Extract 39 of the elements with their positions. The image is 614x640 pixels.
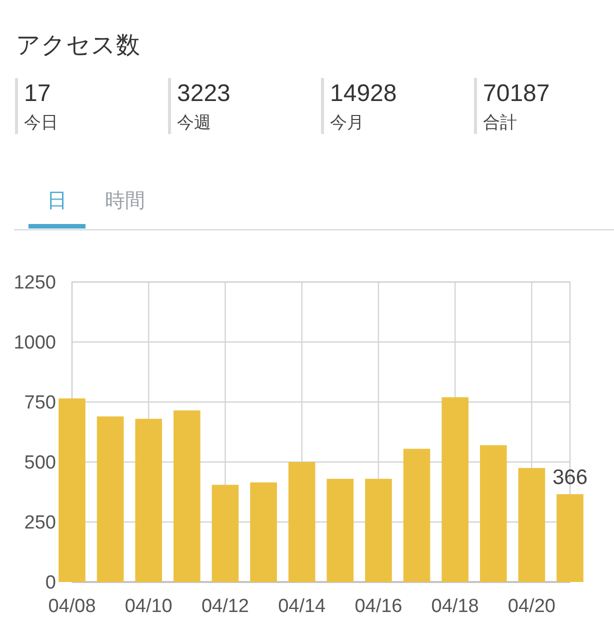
data-label: 366	[552, 466, 588, 490]
bar	[288, 462, 316, 582]
bar	[556, 494, 584, 582]
bar	[250, 482, 277, 582]
text: 時間	[105, 190, 145, 212]
text: 日	[47, 190, 67, 212]
bar	[442, 397, 468, 582]
bar	[212, 484, 239, 582]
x-tick-label: 04/12	[201, 596, 250, 617]
category-label: 合計	[483, 113, 517, 132]
y-tick-label: 1000	[14, 332, 56, 354]
y-tick-label: 250	[24, 512, 56, 534]
bar	[174, 410, 200, 582]
y-tick-label: 500	[24, 452, 56, 474]
x-tick-label: 04/20	[508, 596, 556, 617]
y-tick-label: 750	[24, 392, 56, 414]
y-tick-label: 0	[45, 572, 56, 594]
category-label: 今日	[24, 113, 58, 132]
data-label: 17	[24, 80, 51, 107]
bar	[326, 478, 354, 582]
bar	[365, 478, 392, 582]
bar	[58, 398, 86, 582]
x-tick-label: 04/08	[48, 596, 96, 617]
data-label: 14928	[330, 80, 397, 107]
bar	[480, 445, 507, 582]
bar	[135, 418, 162, 582]
bar	[403, 448, 430, 582]
x-tick-label: 04/10	[124, 596, 172, 617]
text: アクセス数	[16, 32, 140, 59]
data-label: 70187	[483, 80, 550, 107]
bar	[96, 416, 124, 582]
x-tick-label: 04/18	[431, 596, 479, 617]
x-tick-label: 04/14	[278, 596, 326, 617]
bar	[518, 468, 546, 582]
data-label: 3223	[177, 80, 230, 107]
category-label: 今週	[177, 113, 211, 132]
y-tick-label: 1250	[14, 272, 56, 294]
x-tick-label: 04/16	[354, 596, 402, 617]
category-label: 今月	[330, 113, 364, 132]
